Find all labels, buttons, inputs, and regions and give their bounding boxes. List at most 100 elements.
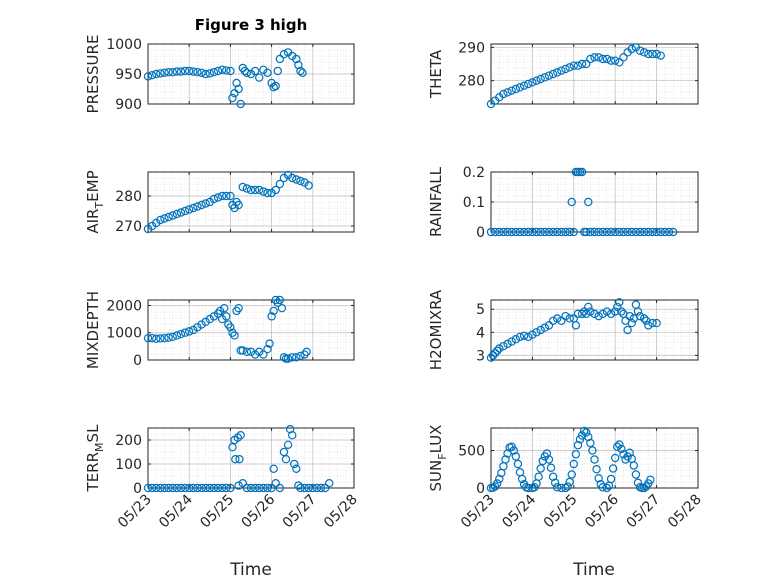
data-point	[265, 339, 274, 348]
data-point	[279, 353, 289, 362]
data-point	[255, 347, 264, 357]
data-point	[283, 440, 293, 449]
data-point	[209, 312, 219, 321]
data-point	[540, 227, 550, 237]
axes-box	[147, 171, 355, 233]
data-point	[193, 202, 202, 211]
data-point	[189, 483, 198, 493]
data-point	[567, 197, 576, 207]
data-point	[561, 64, 570, 74]
data-point	[644, 49, 653, 59]
data-point	[255, 483, 264, 493]
data-point	[565, 227, 574, 237]
data-point	[271, 479, 280, 488]
data-point	[263, 344, 272, 354]
data-point	[544, 321, 554, 330]
data-point	[590, 53, 599, 62]
data-point	[611, 56, 620, 65]
data-point	[553, 68, 562, 77]
data-point	[250, 185, 260, 195]
data-point	[598, 227, 607, 237]
data-point	[197, 320, 206, 329]
data-point	[205, 483, 214, 493]
data-point	[606, 474, 616, 484]
data-point	[611, 453, 620, 463]
data-point	[197, 200, 206, 210]
data-point	[143, 333, 153, 343]
data-point	[584, 432, 593, 442]
data-point	[275, 483, 285, 493]
data-point	[232, 78, 241, 88]
data-point	[228, 443, 237, 452]
y-axis-label: MIXDEPTH	[84, 291, 102, 369]
data-point	[646, 475, 655, 484]
data-point	[571, 450, 581, 459]
data-point	[255, 73, 264, 82]
data-point	[490, 227, 500, 237]
data-point	[519, 227, 529, 237]
data-point	[511, 335, 521, 344]
y-tick-label: 100	[115, 457, 142, 473]
data-point	[598, 309, 607, 319]
data-point	[160, 333, 169, 343]
x-tick-label: 05/23	[458, 492, 498, 532]
data-point	[316, 483, 326, 493]
data-point	[213, 483, 223, 493]
data-point	[569, 227, 579, 237]
data-point	[538, 456, 547, 466]
data-point	[209, 67, 219, 77]
data-point	[201, 483, 210, 493]
data-point	[164, 333, 173, 342]
y-tick-label: 2000	[106, 298, 142, 314]
data-point	[250, 350, 260, 359]
data-point	[217, 483, 227, 493]
data-point	[255, 185, 264, 195]
data-point	[184, 483, 194, 493]
x-tick-label: 05/24	[156, 491, 196, 531]
data-point	[147, 483, 157, 493]
y-tick-label: 0	[133, 481, 142, 497]
y-tick-label: 0	[476, 481, 485, 497]
data-point	[176, 67, 186, 76]
data-point	[573, 61, 583, 70]
data-point	[602, 227, 612, 237]
data-point	[217, 191, 227, 201]
data-point	[635, 46, 645, 55]
data-point	[490, 348, 500, 358]
data-point	[623, 325, 632, 335]
data-point	[180, 206, 190, 216]
data-point	[602, 307, 612, 316]
data-point	[557, 316, 566, 325]
data-point	[503, 339, 512, 349]
data-point	[197, 483, 206, 493]
y-tick-label: 0	[476, 225, 485, 241]
data-point	[172, 209, 182, 219]
data-point	[619, 227, 628, 237]
data-point	[201, 317, 210, 327]
data-point	[234, 303, 243, 313]
data-point	[176, 483, 186, 493]
axes-box	[490, 427, 699, 489]
data-point	[184, 205, 194, 214]
data-point	[548, 316, 558, 325]
data-point	[184, 66, 194, 76]
data-point	[553, 483, 562, 492]
data-point	[222, 66, 231, 75]
data-point	[602, 483, 612, 493]
y-axis-label: RAINFALL	[427, 166, 445, 237]
data-point	[588, 446, 597, 455]
data-point	[283, 354, 293, 363]
x-tick-label: 05/23	[115, 492, 155, 532]
data-point	[501, 455, 510, 464]
data-point	[582, 227, 591, 237]
y-axis-label: SUNFLUX	[427, 425, 449, 492]
data-point	[577, 167, 587, 177]
data-point	[325, 479, 334, 488]
data-point	[493, 346, 502, 355]
data-point	[226, 191, 235, 201]
data-point	[259, 187, 268, 196]
data-point	[648, 49, 657, 59]
data-point	[296, 66, 305, 76]
data-point	[279, 50, 289, 59]
